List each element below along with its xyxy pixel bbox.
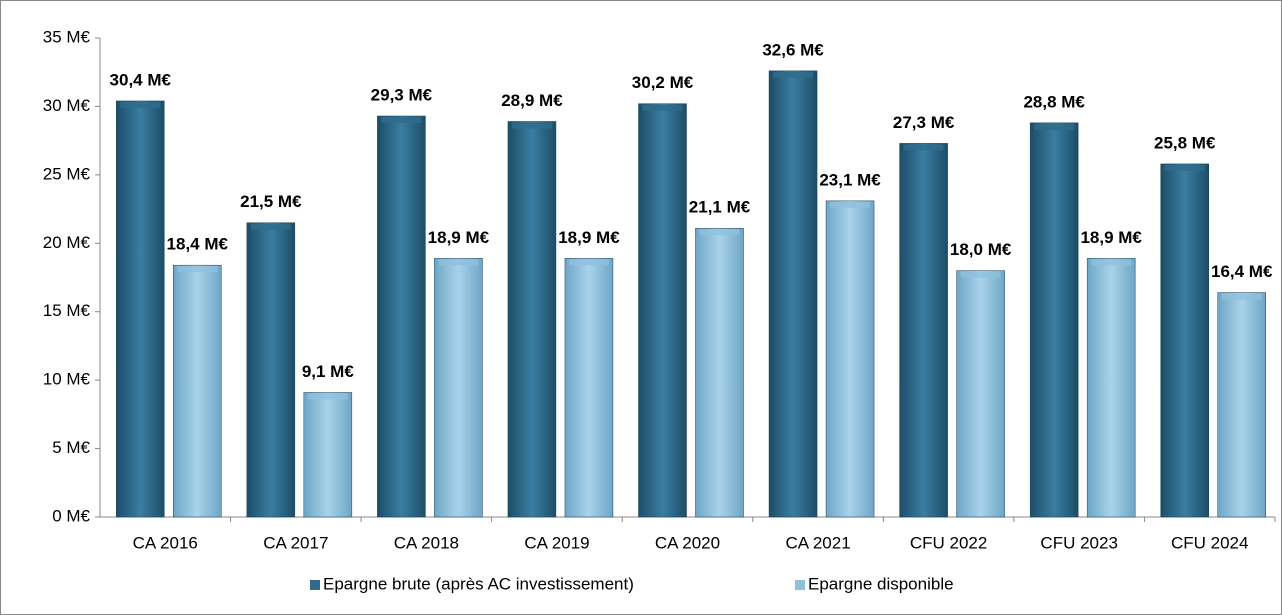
value-label: 28,9 M€: [501, 91, 563, 110]
bar-cap: [307, 393, 348, 400]
x-tick-label: CFU 2024: [1171, 533, 1248, 552]
value-label: 18,9 M€: [428, 228, 490, 247]
bar: [768, 70, 818, 518]
x-tick-label: CA 2016: [133, 533, 198, 552]
bar-cap: [830, 201, 871, 208]
x-tick-label: CA 2021: [785, 533, 850, 552]
bar-cap: [642, 104, 683, 111]
y-tick-label: 35 M€: [43, 27, 91, 46]
value-label: 27,3 M€: [893, 113, 955, 132]
x-tick-label: CFU 2022: [910, 533, 987, 552]
value-label: 18,9 M€: [558, 228, 620, 247]
value-label: 28,8 M€: [1023, 92, 1085, 111]
value-label: 21,5 M€: [240, 192, 302, 211]
value-label: 30,4 M€: [110, 70, 172, 89]
bar: [1217, 292, 1266, 518]
bar-cap: [120, 101, 161, 108]
bar-cap: [773, 71, 814, 78]
bar: [116, 100, 165, 518]
y-tick-label: 30 M€: [43, 96, 91, 115]
bar-cap: [511, 122, 552, 129]
value-label: 9,1 M€: [302, 362, 355, 381]
value-label: 30,2 M€: [632, 73, 694, 92]
bar: [1160, 163, 1209, 518]
bar: [1029, 122, 1079, 518]
bar-cap: [699, 229, 740, 236]
bar-cap: [1221, 293, 1262, 300]
bar-cap: [1091, 259, 1132, 266]
bar-cap: [177, 266, 218, 273]
x-tick-label: CA 2020: [655, 533, 720, 552]
y-tick-label: 0 M€: [52, 506, 90, 525]
y-tick-label: 25 M€: [43, 164, 91, 183]
bar-cap: [381, 117, 422, 124]
bar: [638, 103, 687, 518]
bar: [1086, 258, 1136, 518]
bar: [825, 200, 875, 518]
y-tick-label: 10 M€: [43, 370, 91, 389]
value-label: 29,3 M€: [371, 85, 433, 104]
value-label: 18,0 M€: [950, 240, 1012, 259]
value-label: 25,8 M€: [1154, 133, 1216, 152]
bar: [303, 392, 353, 518]
y-tick-label: 5 M€: [52, 438, 90, 457]
bar: [507, 121, 557, 518]
value-label: 21,1 M€: [689, 198, 751, 217]
bar-cap: [438, 259, 479, 266]
bar-cap: [1034, 123, 1075, 130]
legend-label: Epargne disponible: [808, 574, 954, 593]
x-tick-label: CA 2018: [394, 533, 459, 552]
bar: [956, 270, 1005, 518]
value-label: 23,1 M€: [819, 170, 881, 189]
bar: [695, 227, 744, 518]
legend-label: Epargne brute (après AC investissement): [323, 574, 634, 593]
x-tick-label: CA 2017: [263, 533, 328, 552]
bar: [377, 115, 426, 518]
x-tick-label: CA 2019: [524, 533, 589, 552]
bar: [899, 143, 948, 518]
legend-swatch: [310, 580, 320, 590]
value-label: 18,9 M€: [1080, 228, 1142, 247]
y-tick-label: 20 M€: [43, 233, 91, 252]
value-label: 18,4 M€: [167, 235, 229, 254]
y-tick-label: 15 M€: [43, 301, 91, 320]
bar: [434, 258, 483, 518]
value-label: 32,6 M€: [762, 40, 824, 59]
bar: [173, 264, 222, 518]
legend-swatch: [795, 580, 805, 590]
bar: [246, 222, 296, 518]
value-label: 16,4 M€: [1211, 262, 1273, 281]
bar-cap: [1164, 164, 1205, 171]
bar-cap: [903, 144, 944, 151]
x-tick-label: CFU 2023: [1040, 533, 1117, 552]
bar: [564, 258, 614, 518]
bar-cap: [568, 259, 609, 266]
bar-cap: [960, 271, 1001, 278]
bar-cap: [250, 223, 291, 230]
